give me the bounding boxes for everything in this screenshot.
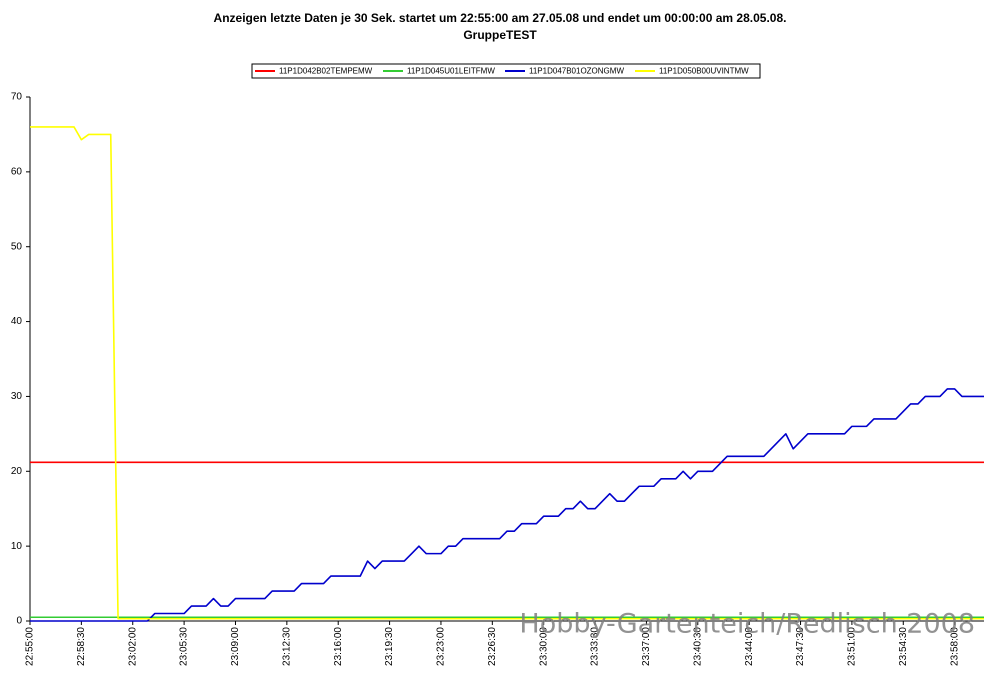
- x-tick-label: 23:40:30: [692, 627, 703, 666]
- legend-label: 11P1D042B02TEMPEMW: [279, 67, 373, 76]
- x-tick-label: 23:12:30: [281, 627, 292, 666]
- x-tick-label: 23:37:00: [641, 627, 652, 666]
- legend-label: 11P1D045U01LEITFMW: [407, 67, 495, 76]
- x-tick-label: 23:51:00: [847, 627, 858, 666]
- y-tick-label: 40: [11, 316, 23, 327]
- x-tick-label: 23:19:30: [384, 627, 395, 666]
- y-tick-label: 10: [11, 541, 23, 552]
- legend-label: 11P1D047B01OZONGMW: [529, 67, 624, 76]
- y-tick-label: 30: [11, 391, 23, 402]
- x-tick-label: 23:44:00: [744, 627, 755, 666]
- x-tick-label: 23:58:00: [949, 627, 960, 666]
- legend-label: 11P1D050B00UVINTMW: [659, 67, 749, 76]
- series-line: [30, 388, 984, 622]
- chart-title: Anzeigen letzte Daten je 30 Sek. startet…: [214, 11, 787, 25]
- x-tick-label: 23:54:30: [898, 627, 909, 666]
- x-tick-label: 23:33:30: [590, 627, 601, 666]
- y-tick-label: 20: [11, 466, 23, 477]
- x-tick-label: 23:26:30: [487, 627, 498, 666]
- y-tick-label: 50: [11, 241, 23, 252]
- x-tick-label: 23:23:00: [436, 627, 447, 666]
- x-tick-label: 23:02:00: [127, 627, 138, 666]
- chart-subtitle: GruppeTEST: [463, 28, 537, 42]
- watermark: Hobby-Gartenteich/Redlisch 2008: [519, 609, 975, 640]
- x-tick-label: 23:09:00: [230, 627, 241, 666]
- x-tick-label: 22:55:00: [25, 627, 36, 666]
- x-tick-label: 23:30:00: [538, 627, 549, 666]
- x-tick-label: 23:16:00: [333, 627, 344, 666]
- y-tick-label: 0: [16, 616, 22, 627]
- x-tick-label: 23:47:30: [795, 627, 806, 666]
- x-tick-label: 23:05:30: [179, 627, 190, 666]
- x-tick-label: 22:58:30: [76, 627, 87, 666]
- y-tick-label: 60: [11, 166, 23, 177]
- y-tick-label: 70: [11, 92, 23, 103]
- series-line: [30, 126, 984, 620]
